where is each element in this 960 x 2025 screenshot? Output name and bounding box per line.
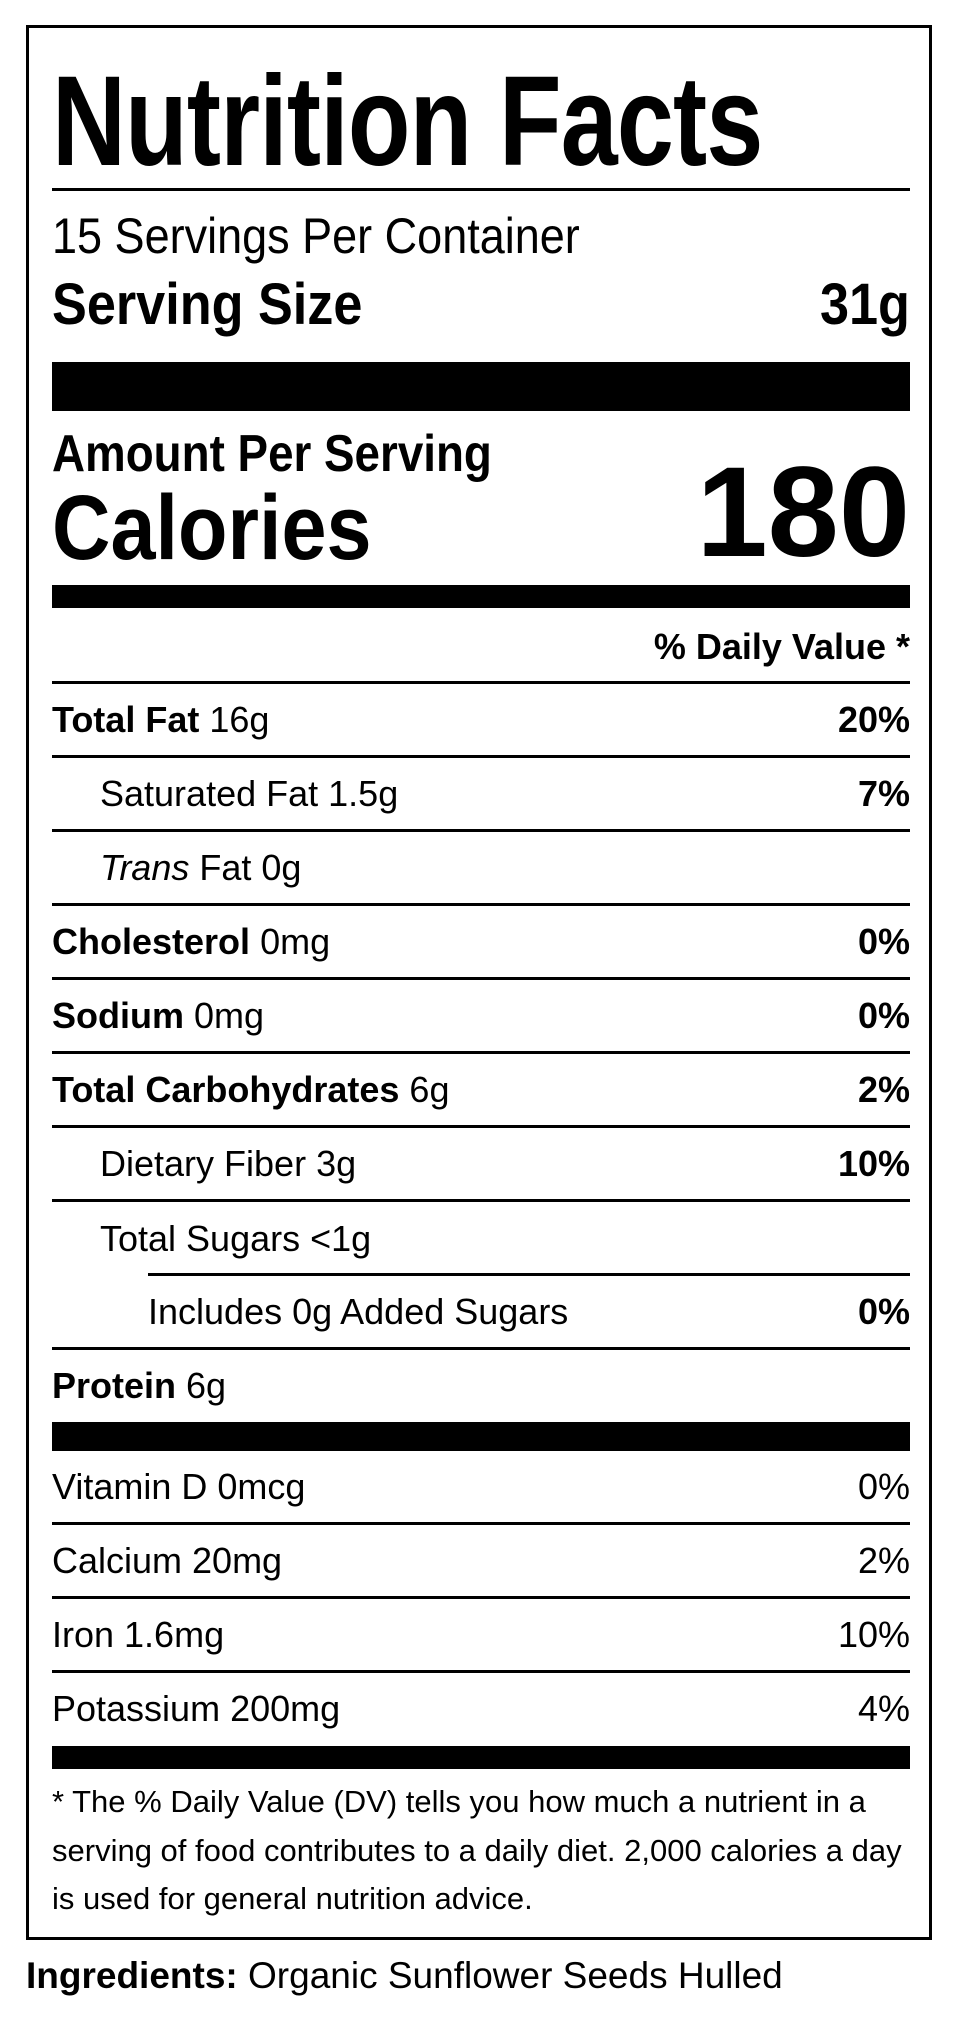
vitamin-row-iron: Iron 1.6mg 10%: [52, 1599, 910, 1673]
serving-size-row: Serving Size 31g: [52, 272, 910, 338]
nutrition-label-frame: [26, 25, 932, 1940]
nutrient-row-trans-fat: Trans Fat 0g: [52, 832, 910, 906]
nutrient-row-added-sugars: Includes 0g Added Sugars 0%: [52, 1276, 910, 1350]
nutrient-row-total-sugars: Total Sugars <1g: [52, 1202, 910, 1276]
thick-divider: [52, 362, 910, 411]
nutrient-row-total-fat: Total Fat 16g 20%: [52, 684, 910, 758]
serving-size-label: Serving Size: [52, 272, 363, 337]
divider: [52, 188, 910, 191]
medium-divider: [52, 585, 910, 608]
nutrient-row-saturated-fat: Saturated Fat 1.5g 7%: [52, 758, 910, 832]
vitamin-row-calcium: Calcium 20mg 2%: [52, 1525, 910, 1599]
calories-label: Calories: [52, 477, 372, 579]
calories-value: 180: [696, 441, 910, 584]
nutrient-row-sodium: Sodium 0mg 0%: [52, 980, 910, 1054]
daily-value-header: % Daily Value *: [653, 626, 910, 667]
ingredients: Ingredients: Organic Sunflower Seeds Hul…: [26, 1952, 783, 2000]
nutrient-row-dietary-fiber: Dietary Fiber 3g 10%: [52, 1128, 910, 1202]
servings-per-container: 15 Servings Per Container: [52, 208, 580, 264]
amount-per-serving: Amount Per Serving: [52, 425, 492, 483]
divider: [52, 681, 910, 684]
medium-divider: [52, 1746, 910, 1769]
nutrient-row-protein: Protein 6g: [52, 1364, 227, 1406]
label-title: Nutrition Facts: [52, 50, 763, 193]
ingredients-value: Organic Sunflower Seeds Hulled: [248, 1955, 783, 1996]
nutrient-list: Total Fat 16g 20% Saturated Fat 1.5g 7% …: [52, 684, 910, 1421]
nutrient-row-cholesterol: Cholesterol 0mg 0%: [52, 906, 910, 980]
vitamin-row-potassium: Potassium 200mg 4%: [52, 1687, 910, 1729]
nutrient-row-total-carbohydrates: Total Carbohydrates 6g 2%: [52, 1054, 910, 1128]
vitamin-list: Vitamin D 0mcg 0% Calcium 20mg 2% Iron 1…: [52, 1451, 910, 1744]
daily-value-footnote: * The % Daily Value (DV) tells you how m…: [52, 1784, 902, 1916]
ingredients-label: Ingredients:: [26, 1955, 238, 1996]
serving-size-value: 31g: [820, 272, 910, 337]
vitamin-row-vitamin-d: Vitamin D 0mcg 0%: [52, 1451, 910, 1525]
thick-divider: [52, 1422, 910, 1451]
